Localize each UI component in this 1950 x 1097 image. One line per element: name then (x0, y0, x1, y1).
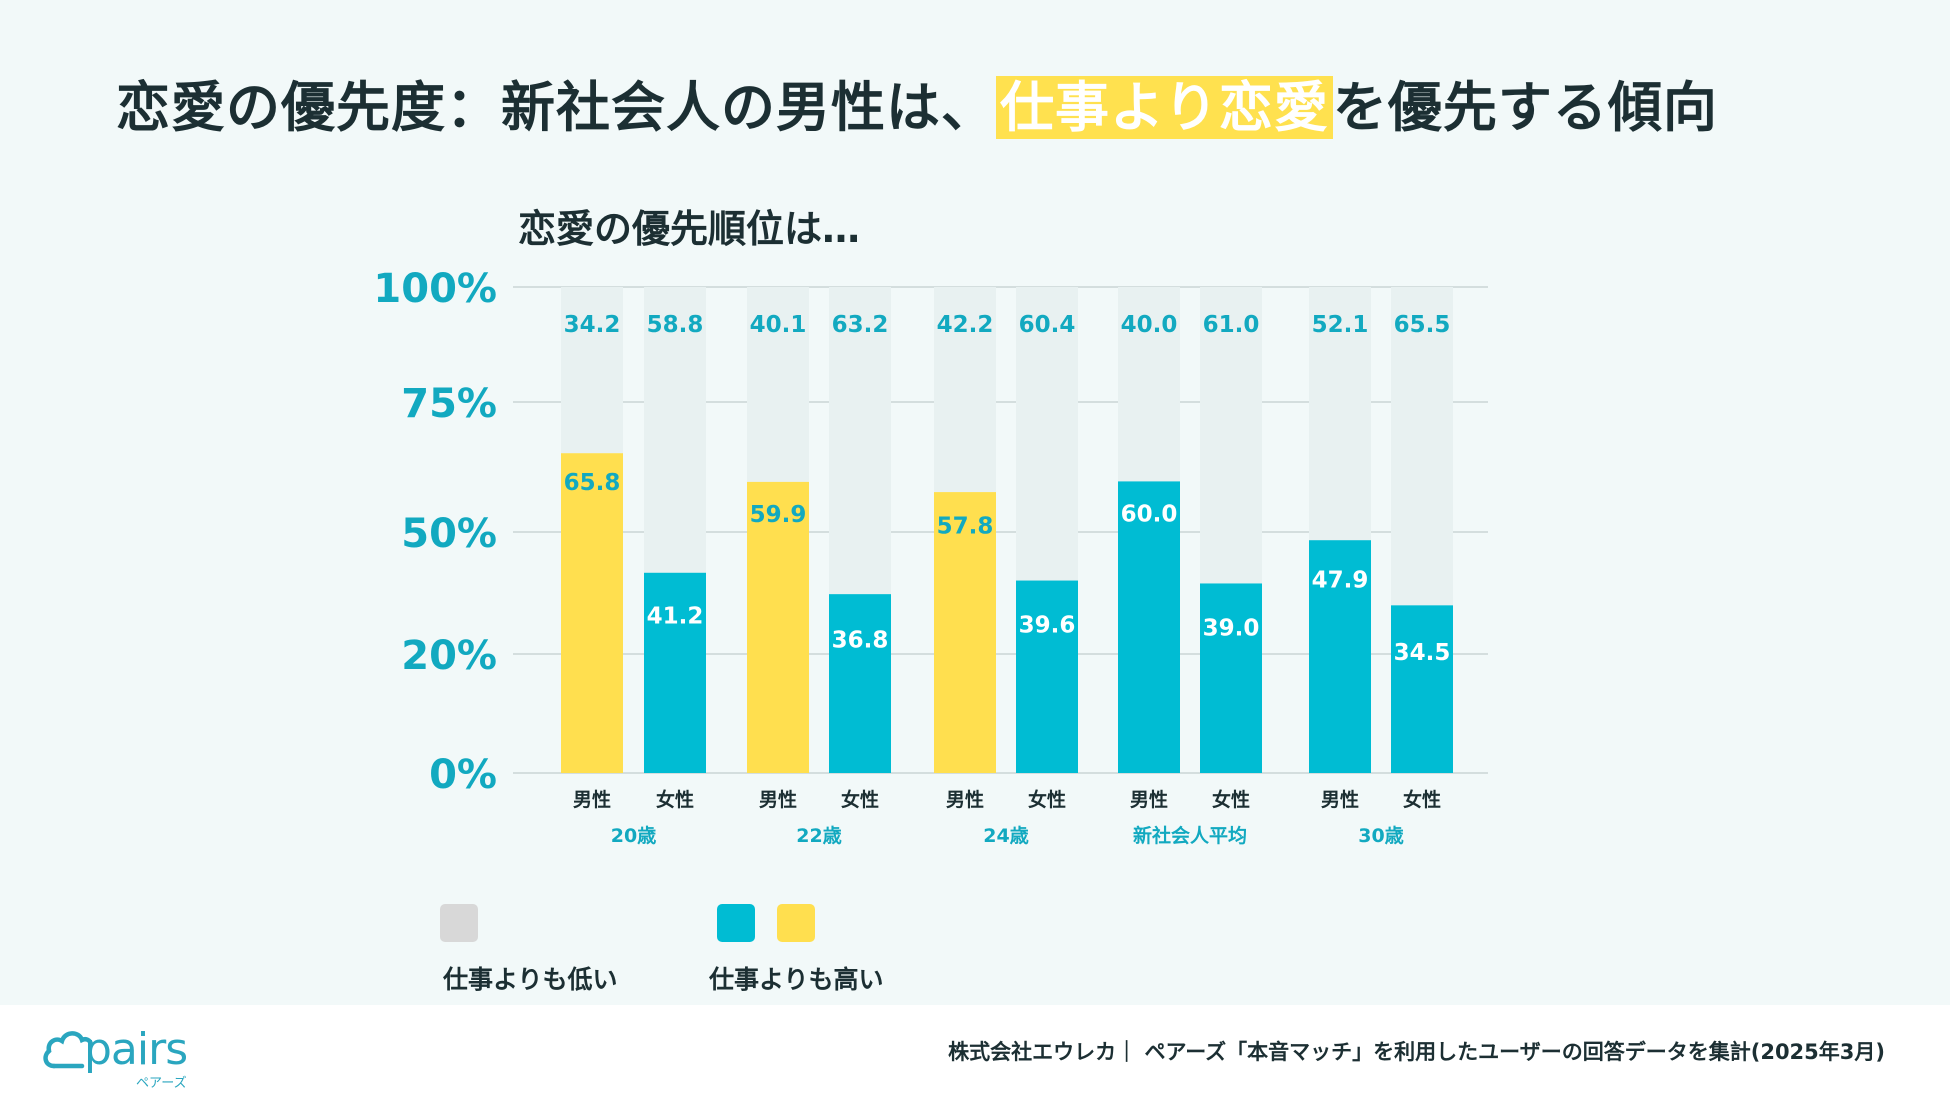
data-label-low: 58.8 (647, 312, 704, 338)
legend-swatch-highlight (777, 904, 815, 942)
page-title: 恋愛の優先度：新社会人の男性は、仕事より恋愛を優先する傾向 (116, 68, 1718, 148)
x-group-label: 24歳 (983, 825, 1028, 847)
data-label-high: 59.9 (750, 502, 807, 528)
x-group-label: 30歳 (1358, 825, 1403, 847)
brand-logo: pairs ペアーズ (42, 1020, 202, 1091)
data-label-low: 52.1 (1312, 312, 1369, 338)
y-tick-label: 50% (401, 511, 497, 557)
source-note: 株式会社エウレカ｜ ペアーズ「本音マッチ」を利用したユーザーの回答データを集計(… (948, 1040, 1885, 1064)
x-gender-label: 男性 (1321, 788, 1359, 811)
x-gender-label: 女性 (1028, 788, 1066, 811)
bar-high (1391, 605, 1453, 773)
legend-label-low: 仕事よりも低い (443, 965, 618, 994)
data-label-high: 34.5 (1394, 640, 1451, 666)
bar-low (644, 287, 706, 573)
logo-wordmark: pairs (84, 1024, 188, 1075)
bar-low (1391, 287, 1453, 606)
x-gender-label: 男性 (573, 788, 611, 811)
bar-high (1200, 583, 1262, 773)
title-part-2: を優先する傾向 (1332, 76, 1718, 139)
title-part-1: 恋愛の優先度：新社会人の男性は、 (116, 76, 996, 139)
legend-swatch-high (717, 904, 755, 942)
data-label-low: 63.2 (832, 312, 889, 338)
x-gender-label: 男性 (1130, 788, 1168, 811)
y-tick-label: 0% (429, 752, 497, 798)
x-gender-label: 男性 (759, 788, 797, 811)
x-group-label: 新社会人平均 (1133, 824, 1247, 847)
data-label-high: 39.6 (1019, 612, 1076, 638)
data-label-low: 40.0 (1121, 312, 1178, 338)
bar-low (561, 287, 623, 454)
data-label-high: 65.8 (564, 470, 621, 496)
bar-high-highlight (747, 481, 809, 773)
bar-low (1118, 287, 1180, 482)
x-gender-label: 男性 (946, 788, 984, 811)
x-group-label: 22歳 (796, 825, 841, 847)
bar-high-highlight (561, 453, 623, 773)
data-label-low: 42.2 (937, 312, 994, 338)
data-label-high: 47.9 (1312, 567, 1369, 593)
bar-chart: 0% 20% 50% 75% 100% 34.2 65.8 男性 58.8 41.2 女性 40.1 5… (373, 266, 1488, 847)
logo-kana: ペアーズ (136, 1076, 187, 1091)
x-gender-label: 女性 (656, 788, 694, 811)
data-label-high: 57.8 (937, 513, 994, 539)
chart-title: 恋愛の優先順位は… (518, 207, 861, 251)
data-label-high: 41.2 (647, 604, 704, 630)
x-gender-label: 女性 (841, 788, 879, 811)
data-label-high: 39.0 (1203, 616, 1260, 642)
bar-low (934, 287, 996, 493)
data-label-low: 40.1 (750, 312, 807, 338)
bar-low (1309, 287, 1371, 541)
bar-low (747, 287, 809, 482)
data-label-low: 65.5 (1394, 312, 1451, 338)
data-label-high: 60.0 (1121, 501, 1178, 527)
y-tick-label: 20% (401, 633, 497, 679)
data-label-low: 60.4 (1019, 312, 1076, 338)
y-tick-label: 100% (373, 266, 497, 312)
data-label-low: 61.0 (1203, 312, 1260, 338)
x-group-label: 20歳 (611, 825, 656, 847)
bar-high (644, 572, 706, 773)
bar-high (1309, 540, 1371, 773)
bar-high (1118, 481, 1180, 773)
bar-high-highlight (934, 492, 996, 773)
title-highlight: 仕事より恋愛 (996, 76, 1333, 139)
y-tick-label: 75% (401, 381, 497, 427)
bar-high (829, 594, 891, 773)
bar-high (1016, 580, 1078, 773)
x-gender-label: 女性 (1212, 788, 1250, 811)
bar-low (1200, 287, 1262, 584)
bar-low (829, 287, 891, 595)
legend-swatch-low (440, 904, 478, 942)
bar-low (1016, 287, 1078, 581)
cloud-icon (43, 1031, 94, 1069)
data-label-low: 34.2 (564, 312, 621, 338)
legend-label-high: 仕事よりも高い (709, 965, 884, 994)
x-gender-label: 女性 (1403, 788, 1441, 811)
data-label-high: 36.8 (832, 628, 889, 654)
